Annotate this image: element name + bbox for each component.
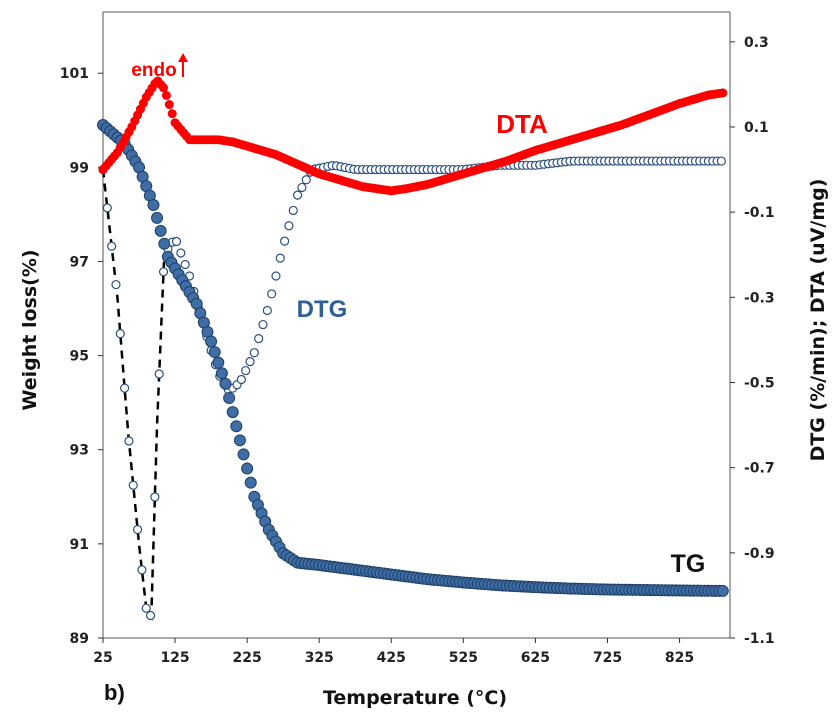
dtg-point [171,236,182,247]
dtg-point [158,267,169,277]
series-layer [97,76,729,622]
tg-point [716,584,729,597]
dta-point [161,90,171,100]
dtg-point [111,279,121,290]
dta-point [159,83,169,93]
dtg-point [154,369,164,379]
dtg-point [271,271,281,281]
tick-layer: 25 125 225 325 425 525 625 725 825 89 91 93 95 97 99 10… [60,35,775,666]
tg-point [212,356,225,369]
dtg-point [124,436,134,446]
dtg-dashed-line [101,169,177,622]
dtg-point [249,348,259,358]
dta-point [167,109,177,119]
y-right-tick-label: -0.5 [744,375,775,391]
endo-annotation: endo [131,60,176,81]
dtg-point [145,610,156,621]
tg-point [215,367,228,380]
y-left-tick-label: 95 [70,349,89,365]
dtg-point [297,182,307,193]
x-tick-label: 325 [305,650,334,666]
dtg-point [301,175,311,185]
tg-point [147,198,160,211]
tg-point [151,211,164,224]
dta-point [718,88,728,98]
tg-point [223,391,236,404]
left-axis-title: Weight loss(%) [19,249,41,410]
right-axis-title: DTG (%/min); DTA (uV/mg) [807,179,829,462]
y-right-tick-label: -0.1 [744,205,775,221]
tg-point [237,448,250,461]
dtg-point [292,190,303,200]
dtg-point [275,253,285,263]
x-tick-label: 525 [449,650,478,666]
y-left-tick-label: 91 [70,537,89,553]
dtg-point [267,289,277,299]
y-left-tick-label: 93 [70,443,89,459]
x-tick-label: 725 [593,650,622,666]
dtg-point [128,480,138,490]
dtg-point [716,156,726,166]
dtg-point [176,248,186,258]
dtg-point [132,524,143,535]
tg-point [233,434,246,447]
x-tick-label: 825 [665,650,694,666]
tg-series-label: TG [671,550,706,578]
x-tick-label: 625 [521,650,550,666]
dtg-point [288,205,298,216]
dtg-point [120,383,130,393]
dta-point [164,100,174,110]
dtg-point [102,203,112,213]
dtg-point [150,492,160,502]
tg-point [158,237,171,250]
tg-point [205,335,218,348]
dtg-point [141,603,151,613]
panel-label: b) [104,680,125,705]
y-left-tick-label: 89 [70,631,89,647]
x-axis-title: Temperature (°C) [323,687,507,709]
y-right-tick-label: -0.3 [744,290,775,306]
dtg-point [236,374,246,385]
tg-point [230,420,243,433]
dtg-point [241,365,251,376]
y-left-tick-label: 97 [70,254,89,270]
dta-series-label: DTA [496,109,548,139]
x-tick-label: 225 [233,650,262,666]
tg-point [219,377,232,390]
dtg-point [262,305,272,316]
tg-point [208,346,221,359]
x-tick-label: 425 [377,650,406,666]
dtg-point [284,221,294,231]
dtg-point [254,334,264,344]
y-left-tick-label: 99 [70,160,89,176]
tg-point [244,476,257,489]
y-left-tick-label: 101 [60,66,89,82]
tg-point [226,406,239,419]
y-right-tick-label: 0.3 [744,35,769,51]
tg-point [241,462,254,475]
endo-arrow-icon [178,53,188,77]
dtg-point [258,319,268,330]
dtg-point [137,565,147,575]
dtg-point [180,259,190,270]
y-right-tick-label: -0.9 [744,546,775,562]
x-tick-label: 25 [93,650,112,666]
y-right-tick-label: -1.1 [744,631,775,647]
y-right-tick-label: 0.1 [744,120,769,136]
dtg-point [280,236,290,246]
dtg-point [115,329,125,339]
tg-point [154,224,167,237]
y-right-tick-label: -0.7 [744,461,775,477]
x-tick-label: 125 [160,650,189,666]
dtg-point [107,241,117,251]
dtg-point [245,357,255,367]
dtg-series-label: DTG [297,296,348,323]
